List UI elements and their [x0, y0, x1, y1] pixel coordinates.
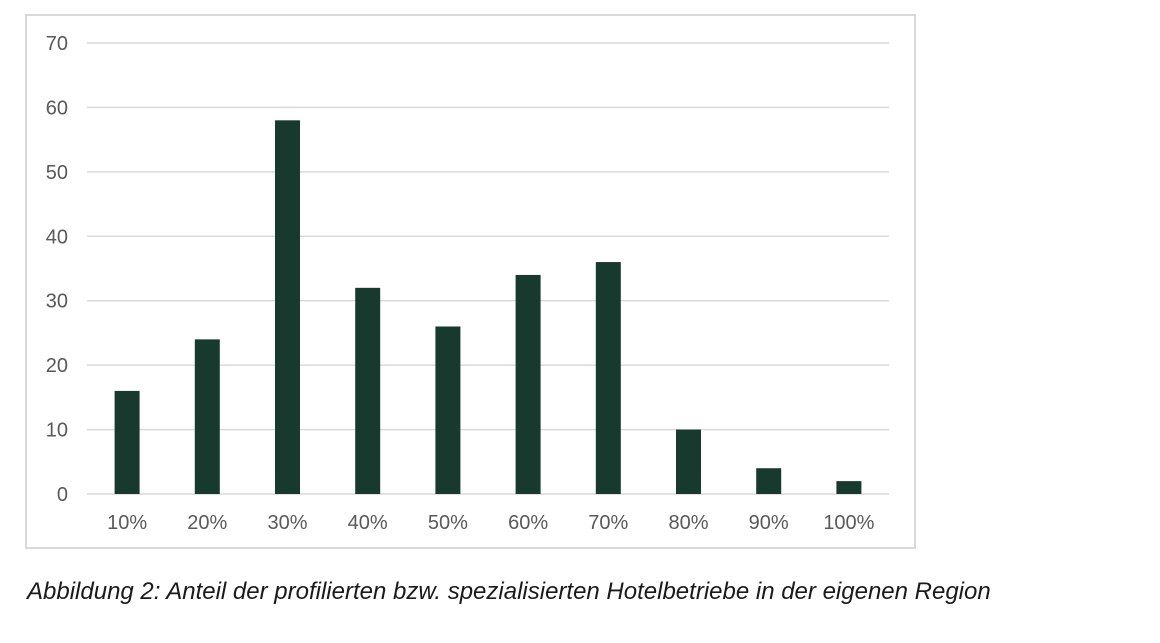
x-tick-label: 80%	[668, 512, 708, 534]
bar-6	[515, 274, 541, 494]
y-tick-label: 0	[57, 484, 68, 506]
x-tick-label: 90%	[749, 512, 789, 534]
bar-10	[836, 481, 862, 494]
bar-8	[676, 429, 701, 494]
x-tick-label: 30%	[267, 512, 307, 534]
y-tick-label: 70	[46, 33, 68, 55]
figure-caption: Abbildung 2: Anteil der profilierten bzw…	[27, 578, 991, 605]
y-tick-label: 40	[46, 226, 68, 248]
x-tick-label: 70%	[588, 512, 628, 534]
x-tick-label: 50%	[428, 512, 468, 534]
bar-7	[595, 262, 621, 494]
chart-frame	[25, 14, 916, 549]
x-tick-label: 60%	[508, 512, 548, 534]
y-tick-label: 30	[46, 291, 68, 313]
x-tick-label: 100%	[823, 512, 874, 534]
bar-5	[435, 326, 461, 494]
y-tick-label: 20	[46, 355, 68, 377]
x-tick-label: 10%	[107, 512, 147, 534]
bar-2	[194, 339, 220, 494]
bar-4	[355, 287, 381, 494]
bar-3	[275, 120, 300, 495]
x-tick-label: 20%	[187, 512, 227, 534]
y-tick-label: 10	[46, 420, 68, 442]
x-tick-label: 40%	[348, 512, 388, 534]
bar-1	[114, 390, 140, 494]
y-tick-label: 60	[46, 97, 68, 119]
bar-9	[756, 468, 782, 494]
y-tick-label: 50	[46, 162, 68, 184]
